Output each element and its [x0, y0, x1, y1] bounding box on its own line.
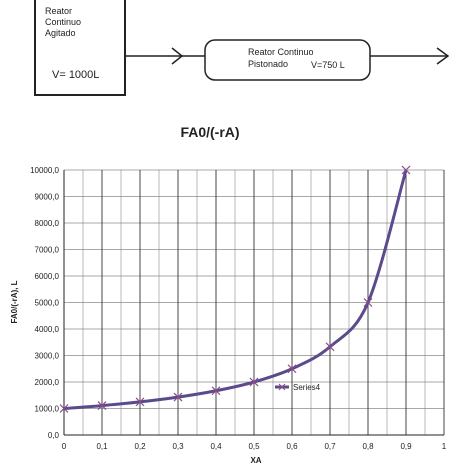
y-tick-labels: 0,0 1000,0 2000,0 3000,0 4000,0 5000,0 6000,0 7…: [30, 166, 59, 440]
x-tick-label: 0,6: [286, 442, 298, 451]
y-tick-label: 7000,0: [35, 246, 60, 255]
x-tick-labels: 0 0,1 0,2 0,3 0,4 0,5 0,6 0,7 0,8 0,9 1: [62, 442, 447, 451]
y-tick-label: 4000,0: [35, 325, 60, 334]
cstr-vessel: [34, 0, 126, 96]
y-axis-label: FA0/(-rA), L: [10, 280, 19, 323]
y-tick-label: 0,0: [48, 431, 60, 440]
y-tick-label: 9000,0: [35, 193, 60, 202]
grid: [63, 169, 445, 436]
legend: Series4: [275, 383, 321, 392]
y-tick-label: 2000,0: [35, 378, 60, 387]
cstr-label-line3: Agitado: [45, 28, 76, 38]
cstr-label-line2: Continuo: [45, 17, 81, 27]
x-tick-label: 1: [442, 442, 447, 451]
arrow-right-icon: [171, 47, 184, 65]
axes: [63, 170, 444, 436]
pfr-vessel: [204, 39, 371, 81]
data-point-marker: [287, 364, 297, 374]
data-point-marker: [135, 397, 145, 407]
x-tick-label: 0,2: [134, 442, 146, 451]
pfr-label-line2: Pistonado: [248, 59, 288, 69]
pfr-volume: V=750 L: [311, 60, 345, 70]
arrow-right-icon: [436, 47, 450, 65]
series: [59, 165, 411, 413]
data-point-marker: [249, 377, 259, 387]
y-tick-label: 1000,0: [35, 405, 60, 414]
y-tick-label: 6000,0: [35, 272, 60, 281]
y-tick-label: 10000,0: [30, 166, 59, 175]
x-tick-label: 0,8: [362, 442, 374, 451]
x-tick-label: 0,4: [210, 442, 222, 451]
data-point-marker: [401, 165, 411, 175]
data-point-marker: [211, 386, 221, 396]
data-point-marker: [173, 392, 183, 402]
y-tick-label: 5000,0: [35, 299, 60, 308]
x-tick-label: 0: [62, 442, 67, 451]
x-tick-label: 0,7: [324, 442, 336, 451]
cstr-volume: V= 1000L: [52, 69, 99, 81]
x-axis-label: XA: [250, 456, 261, 465]
y-tick-label: 3000,0: [35, 352, 60, 361]
data-point-marker: [363, 298, 373, 307]
data-point-marker: [97, 401, 107, 411]
legend-label: Series4: [293, 383, 321, 392]
x-tick-label: 0,3: [172, 442, 184, 451]
y-tick-label: 8000,0: [35, 219, 60, 228]
series-line: [63, 169, 408, 410]
chart-title: FA0/(-rA): [180, 124, 239, 140]
cstr-label-line1: Reator: [45, 6, 72, 16]
x-tick-label: 0,1: [96, 442, 108, 451]
data-point-marker: [59, 404, 69, 413]
reactor-diagram: Reator Continuo Agitado V= 1000L Reator …: [34, 0, 450, 96]
data-point-marker: [325, 342, 335, 352]
x-tick-label: 0,9: [400, 442, 412, 451]
pfr-label-line1: Reator Continuo: [248, 47, 314, 57]
legend-marker: [278, 383, 286, 391]
x-tick-label: 0,5: [248, 442, 260, 451]
